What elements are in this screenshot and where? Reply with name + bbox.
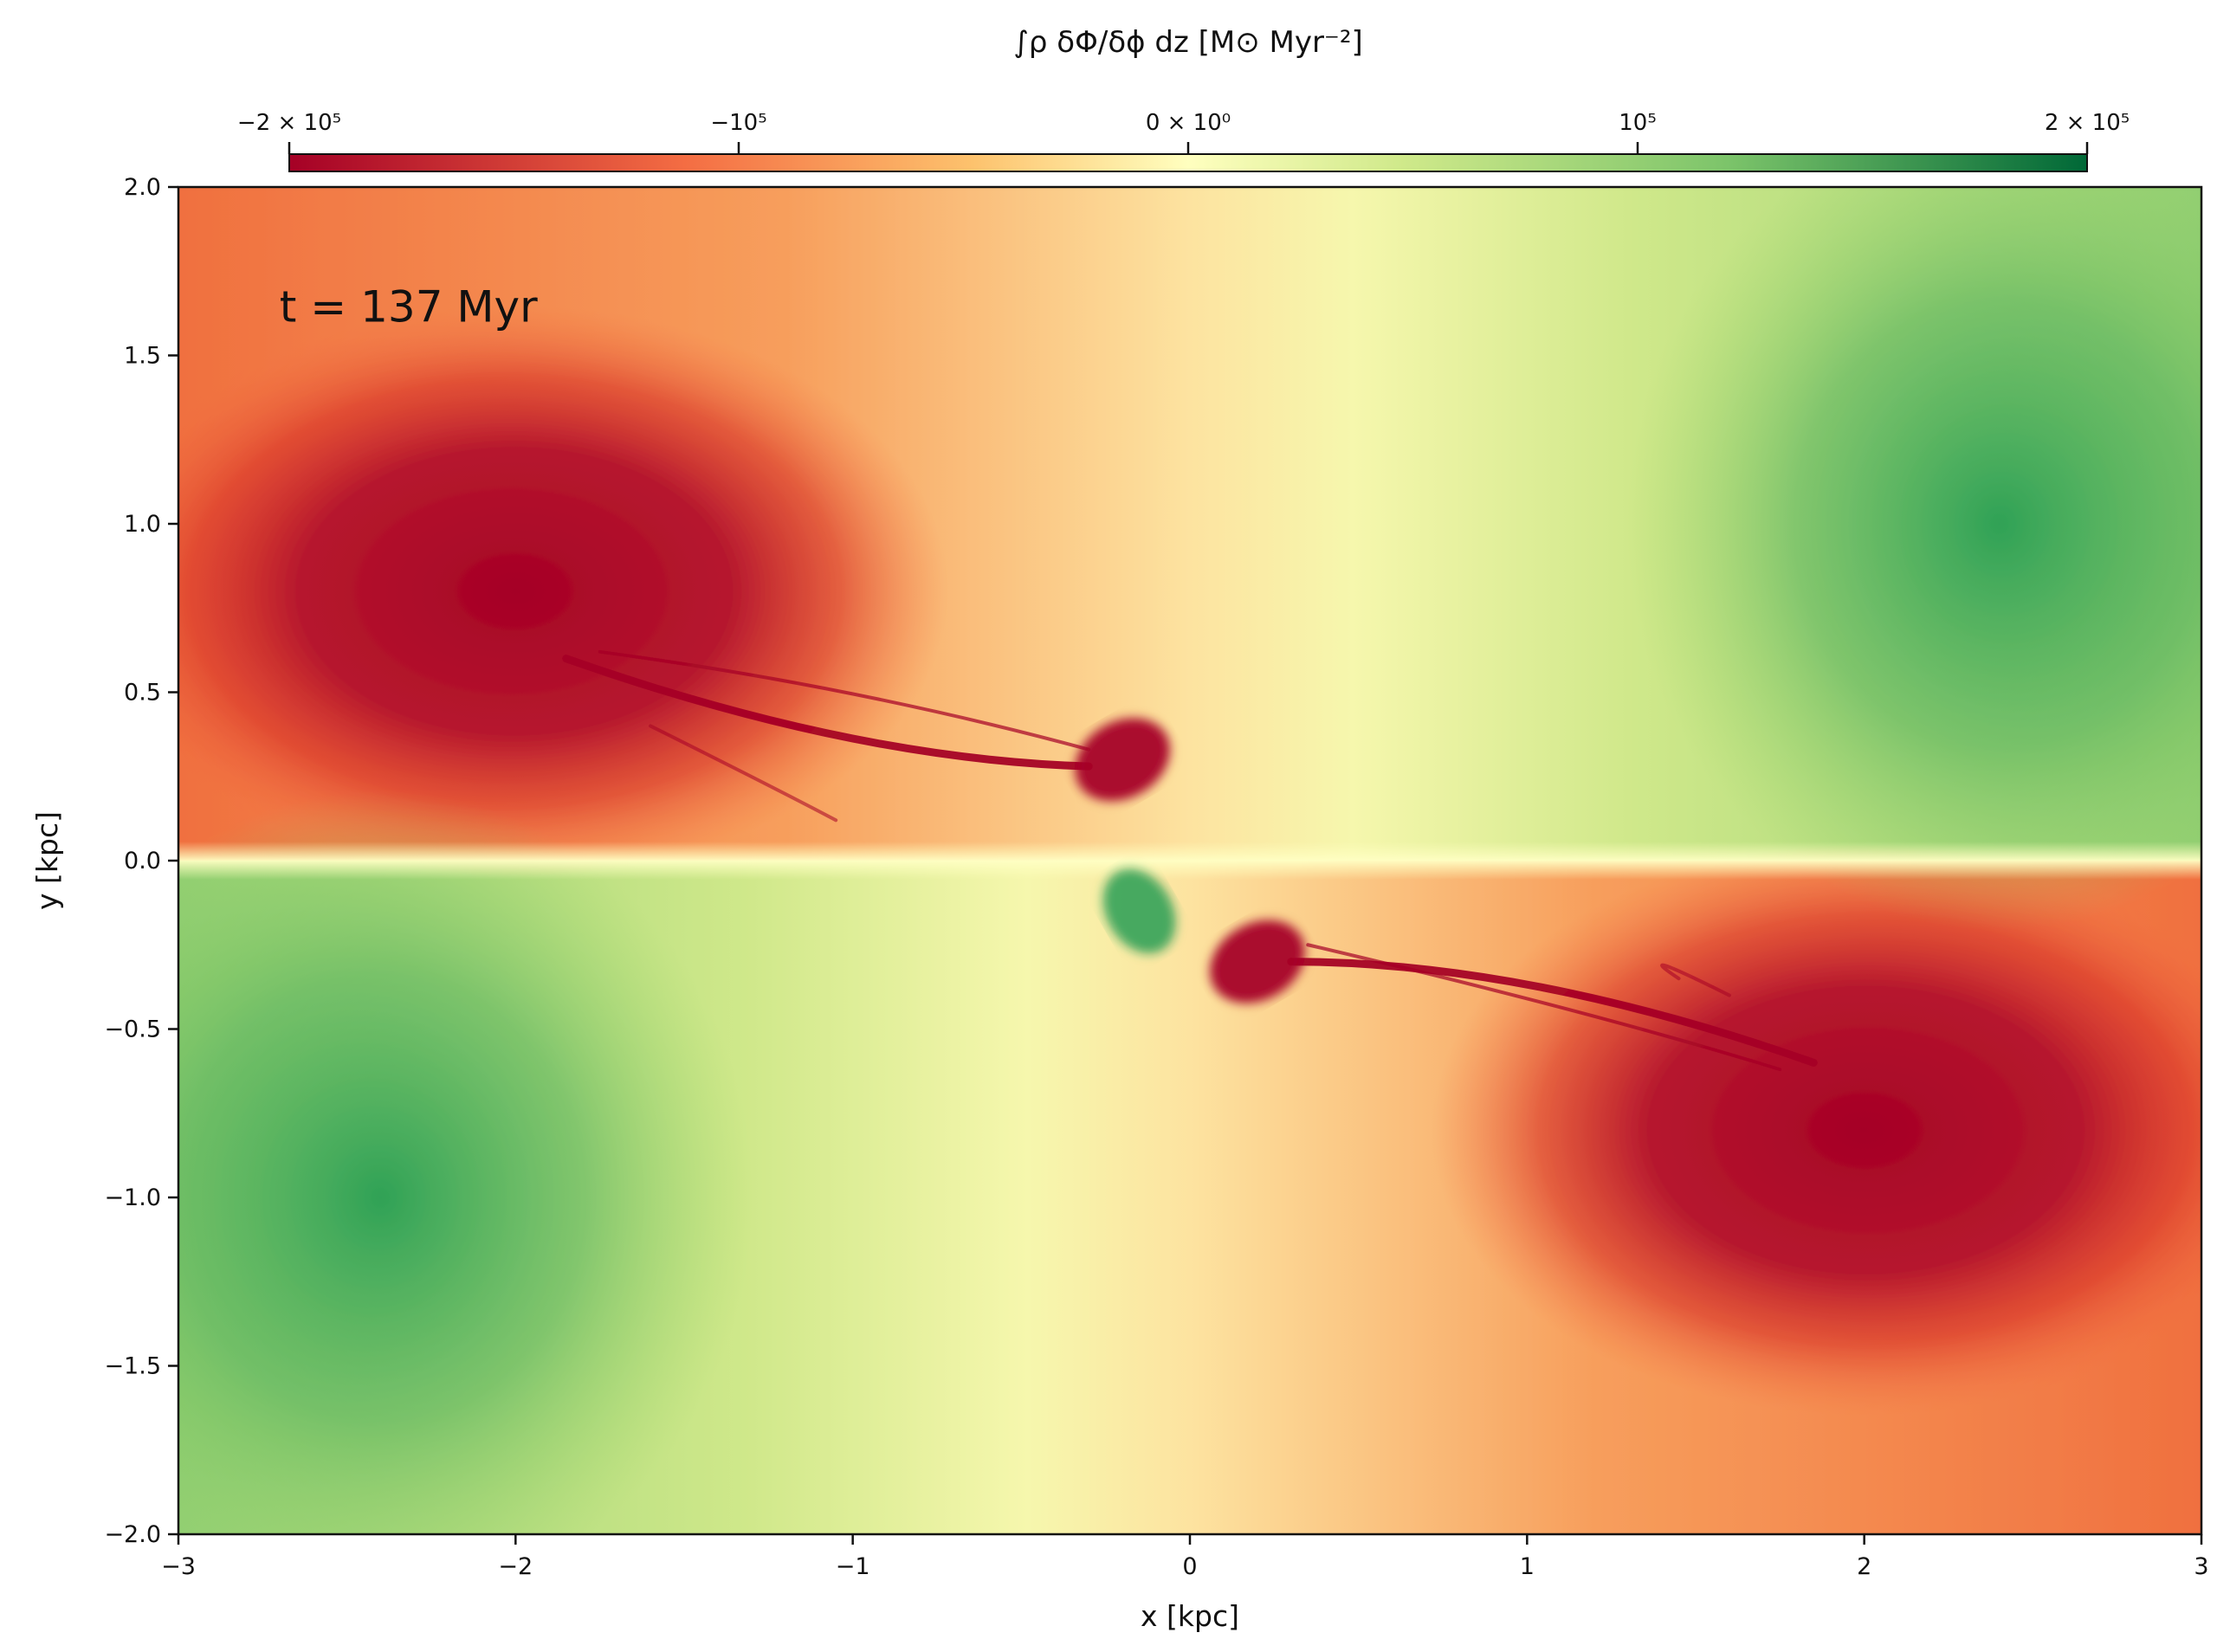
heatmap-streamer [649, 724, 838, 823]
colorbar: ∫ρ δΦ/δϕ dz [M⊙ Myr⁻²] −2 × 10⁵ −10⁵ 0 × 1… [237, 25, 2130, 172]
colorbar-tick-label: 2 × 10⁵ [2045, 110, 2130, 136]
heatmap-lobe [1626, 187, 2201, 931]
colorbar-label: ∫ρ δΦ/δϕ dz [M⊙ Myr⁻²] [1013, 25, 1363, 60]
heatmap-lobe [1431, 844, 2201, 1416]
heatmap-bar-blob [1075, 718, 1170, 802]
x-tick-label: 1 [1520, 1553, 1535, 1580]
x-tick-label: 3 [2194, 1553, 2208, 1580]
x-tick-label: 2 [1857, 1553, 1871, 1580]
heatmap-lobe [178, 305, 949, 877]
y-tick-label: −2.0 [104, 1521, 161, 1548]
heatmap-streamer [1287, 958, 1818, 1067]
x-tick-label: −2 [498, 1553, 533, 1580]
y-tick-label: −0.5 [104, 1016, 161, 1043]
colorbar-tick-label: 0 × 10⁰ [1146, 110, 1231, 136]
heatmap [178, 187, 2201, 1534]
plot-area: t = 137 Myr [177, 185, 2203, 1536]
heatmap-streamer [1660, 963, 1731, 997]
colorbar-gradient [288, 153, 2088, 172]
y-tick-label: 1.5 [124, 343, 161, 370]
x-tick-label: −3 [161, 1553, 196, 1580]
heatmap-streamer [598, 649, 1091, 752]
heatmap-bar-blob [1210, 920, 1305, 1003]
y-tick-label: 2.0 [124, 174, 161, 201]
colorbar-tick-label: −2 × 10⁵ [237, 110, 341, 136]
heatmap-lobe [178, 791, 753, 1534]
y-tick-label: 0.0 [124, 848, 161, 874]
time-annotation: t = 137 Myr [280, 282, 538, 332]
heatmap-streamer [1306, 943, 1782, 1072]
y-axis-label: y [kpc] [30, 811, 64, 910]
heatmap-midplane-band [178, 842, 2201, 880]
y-tick-label: −1.5 [104, 1353, 161, 1380]
y-tick-label: 1.0 [124, 511, 161, 538]
x-tick-label: 0 [1182, 1553, 1197, 1580]
colorbar-tick-label: 10⁵ [1619, 110, 1657, 136]
x-axis: −3 −2 −1 0 1 2 3 [161, 1534, 2209, 1580]
y-tick-label: −1.0 [104, 1184, 161, 1211]
colorbar-ticks: −2 × 10⁵ −10⁵ 0 × 10⁰ 10⁵ 2 × 10⁵ [237, 110, 2130, 154]
colorbar-tick-label: −10⁵ [710, 110, 766, 136]
y-tick-label: 0.5 [124, 680, 161, 707]
heatmap-positive-blob [1102, 868, 1176, 954]
x-tick-label: −1 [836, 1553, 870, 1580]
heatmap-streamer [562, 655, 1093, 771]
x-axis-label: x [kpc] [1141, 1599, 1239, 1633]
y-axis: 2.0 1.5 1.0 0.5 0.0 −0.5 −1.0 −1.5 −2.0 [104, 174, 178, 1548]
